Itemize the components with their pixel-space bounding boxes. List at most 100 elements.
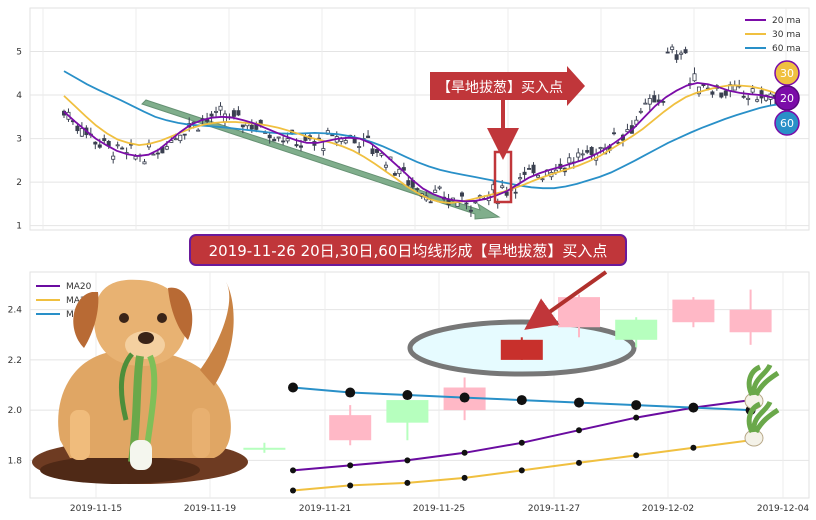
top-candle <box>392 173 397 176</box>
top-ma30-line <box>63 84 783 204</box>
top-candle <box>741 95 746 98</box>
top-candle <box>214 110 219 113</box>
top-candle <box>679 52 684 55</box>
bottom-candle-7 <box>672 299 715 323</box>
top-candle <box>397 168 402 175</box>
top-candle <box>272 138 277 142</box>
scallion-decorations <box>744 363 780 447</box>
top-candle <box>75 125 80 132</box>
top-candle <box>115 144 120 147</box>
top-candle <box>710 91 715 95</box>
bottom-chart: 1.82.02.22.4 2019-11-15 2019-11-19 2019-11… <box>8 270 810 514</box>
bottom-ma60-point <box>516 395 527 406</box>
top-candle <box>285 138 290 142</box>
top-candle <box>151 153 156 156</box>
bottom-ma30-point <box>461 474 468 481</box>
bottom-ma60-point <box>631 400 642 411</box>
top-candle <box>643 102 648 105</box>
bottom-ma20-point <box>576 427 582 434</box>
bottom-ma20-point <box>290 467 296 474</box>
bottom-ma20-point <box>461 449 468 456</box>
top-candle <box>428 201 433 204</box>
bottom-candle-1 <box>329 415 372 441</box>
top-candle <box>173 138 178 141</box>
bottom-ma30-point <box>404 479 411 486</box>
top-candle <box>692 73 697 82</box>
top-candle <box>79 128 84 137</box>
bottom-y-ticks: 1.8 2.0 2.2 2.4 <box>8 306 23 467</box>
top-legend-ma30: 30 ma <box>772 30 801 40</box>
top-candle <box>433 189 438 193</box>
top-candle <box>379 152 384 156</box>
top-candle <box>585 150 590 153</box>
bottom-ma60-point <box>688 402 699 413</box>
top-candle <box>696 86 701 95</box>
top-y-tick-4: 5 <box>16 48 22 58</box>
top-candle <box>459 192 464 197</box>
top-legend-ma20: 20 ma <box>772 16 801 26</box>
dog-illustration <box>32 279 248 484</box>
bottom-ma30-point <box>633 452 640 459</box>
top-candle <box>723 90 728 96</box>
top-candle <box>755 99 760 102</box>
top-candle <box>155 152 160 155</box>
annotation-banner <box>430 66 585 106</box>
top-candle <box>536 174 541 178</box>
top-candle <box>383 164 388 168</box>
top-candle <box>670 46 675 50</box>
top-candle <box>298 145 303 148</box>
top-candle <box>401 167 406 171</box>
top-candle <box>473 201 478 204</box>
top-y-tick-0: 1 <box>16 222 22 232</box>
bottom-candle-2 <box>386 400 429 423</box>
top-candle <box>196 129 201 132</box>
top-candle <box>357 146 362 148</box>
top-candle <box>764 94 769 101</box>
top-candle <box>267 134 272 139</box>
bottom-ma30-point <box>347 482 354 489</box>
bottom-x-tick-6: 2019-12-04 <box>757 504 810 514</box>
top-candle <box>93 141 98 145</box>
top-candle <box>352 138 357 144</box>
bottom-buy-arrow <box>524 270 608 330</box>
top-candle <box>522 171 527 175</box>
bottom-ma20-point <box>633 414 640 421</box>
top-candle <box>746 97 751 100</box>
top-candle <box>719 92 724 98</box>
top-candle <box>647 98 652 105</box>
top-candle <box>500 185 505 188</box>
bottom-x-tick-5: 2019-12-02 <box>642 504 694 514</box>
annotation-text: 【旱地拔葱】买入点 <box>437 80 563 96</box>
top-candle <box>97 144 102 148</box>
top-moving-averages <box>63 70 783 204</box>
top-candle <box>589 147 594 155</box>
top-y-tick-3: 4 <box>16 91 22 101</box>
top-candle <box>370 148 375 155</box>
top-candle <box>518 177 523 180</box>
bottom-ma30-point <box>518 467 525 474</box>
bottom-x-tick-0: 2019-11-15 <box>70 504 122 514</box>
top-candle <box>527 168 532 170</box>
top-candle <box>343 140 348 144</box>
bottom-x-ticks: 2019-11-15 2019-11-19 2019-11-21 2019-11-25… <box>70 504 810 514</box>
top-candle <box>455 202 460 207</box>
top-candle <box>665 51 670 54</box>
bottom-ma60-point <box>459 392 470 403</box>
top-candle <box>580 153 585 156</box>
top-candle <box>415 188 420 190</box>
top-candle <box>102 138 107 141</box>
top-candle <box>513 191 518 194</box>
top-candle <box>249 124 254 130</box>
bottom-candle-8 <box>729 309 772 333</box>
bottom-legend-ma30: MA30 <box>66 296 92 306</box>
bottom-candle-6 <box>615 319 658 340</box>
bottom-x-tick-3: 2019-11-25 <box>413 504 465 514</box>
top-candle <box>625 129 630 133</box>
top-plot-area <box>29 7 810 231</box>
bottom-ma30-point <box>690 444 697 451</box>
bottom-candle-4 <box>500 339 543 360</box>
bottom-ma20-point <box>347 462 354 469</box>
top-candle <box>178 134 183 142</box>
badge-60: 60 <box>780 117 794 130</box>
